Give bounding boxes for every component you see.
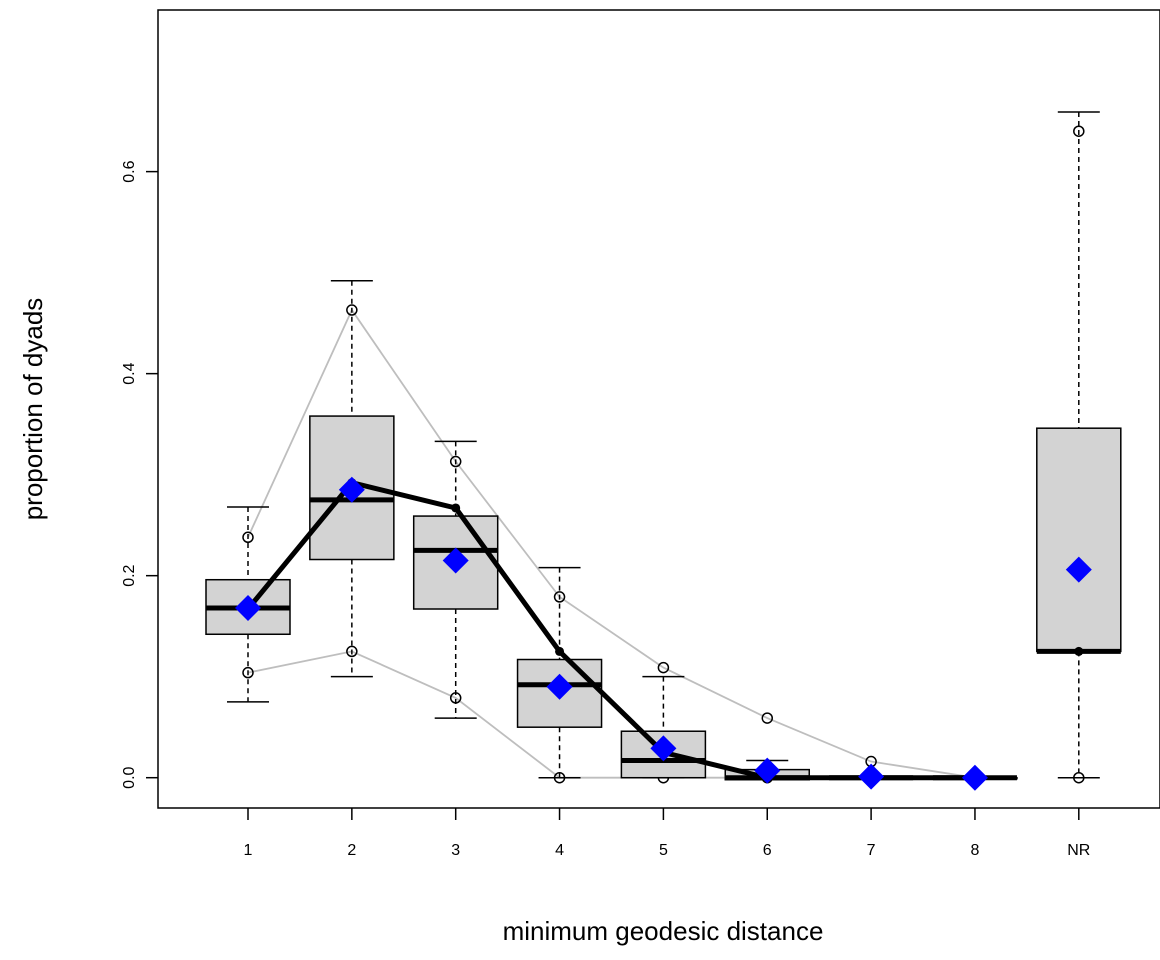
y-tick-label: 0.2 <box>121 564 138 586</box>
box-4 <box>516 566 603 779</box>
x-tick-label: 7 <box>867 842 876 859</box>
observed-line <box>246 480 975 781</box>
y-tick-label: 0.6 <box>121 160 138 182</box>
x-tick-label: 6 <box>763 842 772 859</box>
mean-marker <box>442 547 469 574</box>
x-tick-label: NR <box>1067 842 1090 859</box>
x-tick-label: 4 <box>555 842 564 859</box>
box-body <box>1036 427 1122 653</box>
mean-marker <box>235 594 261 621</box>
box-body <box>412 515 499 610</box>
mean-marker <box>650 735 677 762</box>
x-axis-label: minimum geodesic distance <box>503 916 824 946</box>
mean-marker <box>1065 556 1092 583</box>
plot-frame <box>157 9 1160 809</box>
mean-marker <box>546 673 573 700</box>
upper-envelope-point <box>346 304 358 316</box>
axis-layer: 0.0 0.2 0.4 0.6 1 2 3 4 5 6 7 8 NR <box>121 160 1090 859</box>
box-layer <box>205 111 1122 781</box>
upper-envelope-point <box>761 712 773 724</box>
x-tick-label: 1 <box>244 842 253 859</box>
lower-envelope-point <box>242 666 254 679</box>
upper-envelope-point <box>242 531 254 544</box>
x-tick-label: 5 <box>659 842 668 859</box>
mean-layer <box>235 476 1092 791</box>
observed-point <box>555 646 565 656</box>
lower-envelope-point <box>346 645 358 658</box>
box-nr <box>1036 111 1122 779</box>
upper-envelope-point <box>553 591 566 603</box>
upper-envelope-line <box>247 308 976 779</box>
mean-marker <box>754 757 781 784</box>
y-axis-label: proportion of dyads <box>18 298 48 521</box>
observed-point <box>451 503 461 513</box>
x-tick-label: 8 <box>970 842 979 859</box>
y-tick-label: 0.0 <box>121 766 138 788</box>
observed-point <box>1074 646 1084 656</box>
x-tick-label: 2 <box>347 842 356 859</box>
mean-marker <box>338 476 365 503</box>
upper-envelope-point <box>1073 125 1085 137</box>
upper-envelope-point <box>449 455 462 468</box>
mean-marker <box>858 763 885 790</box>
y-tick-label: 0.4 <box>121 362 138 384</box>
x-tick-label: 3 <box>451 842 460 859</box>
upper-envelope-point <box>657 661 670 674</box>
box-3 <box>412 440 499 719</box>
mean-marker <box>961 764 988 791</box>
